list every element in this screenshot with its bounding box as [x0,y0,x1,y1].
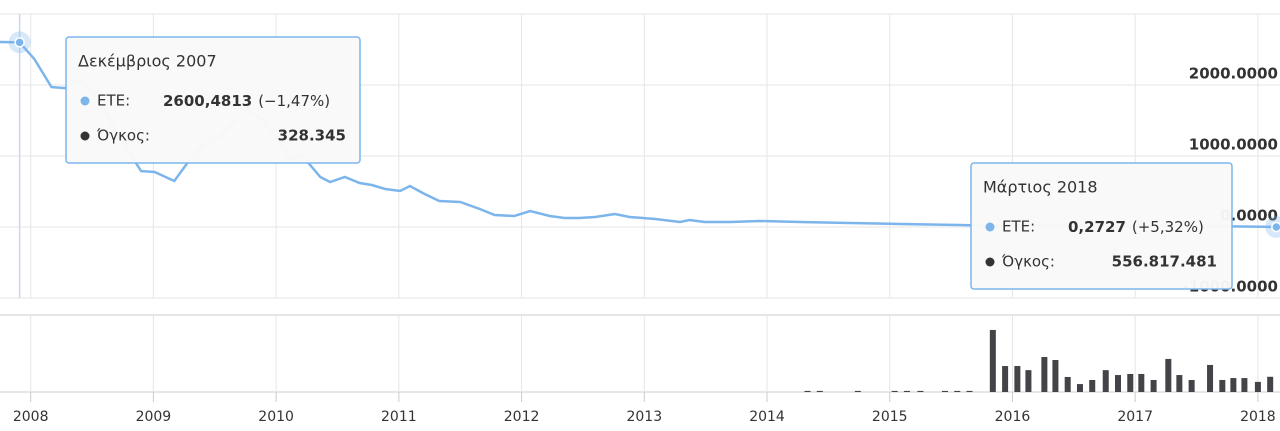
volume-bar [1076,384,1083,392]
volume-bar [1025,370,1032,392]
volume-bar [1219,379,1226,392]
volume-bar [1052,360,1059,392]
hover-point [14,37,25,48]
x-tick-label: 2010 [258,409,294,425]
volume-bar [954,390,961,392]
hover-point [1271,221,1280,233]
tooltip-box [65,36,361,164]
tooltip-value-number: 0,2727 [1068,218,1126,236]
tooltip-label: ETE: [1002,218,1035,236]
volume-bar [1188,379,1195,392]
volume-bar [903,390,910,392]
volume-bar [1002,366,1009,392]
tooltip-dot [80,96,90,106]
volume-bar [1254,381,1261,392]
tooltip: Μάρτιος 2018 ETE: 0,2727 (+5,32%) Όγκος: 556.… [970,162,1233,290]
tooltip-change: (+5,32%) [1132,218,1204,236]
price-line [0,40,1277,229]
volume-bar [854,390,861,392]
volume-bar [1150,379,1157,392]
volume-bar [891,390,898,392]
x-tick-label: 2015 [872,409,908,425]
volume-bar [1102,370,1109,392]
volume-bar [1041,357,1048,392]
tooltip-label: Όγκος: [96,127,150,145]
tooltip-value: 0,2727 (+5,32%) [1068,218,1204,236]
volume-bar [804,390,811,392]
tooltip-value: 328.345 [278,127,346,145]
x-tick-label: 2018 [1240,409,1276,425]
volume-bar [989,329,996,392]
volume-bar [1165,358,1172,392]
volume-bar [1064,376,1071,392]
tooltip-title: Μάρτιος 2018 [983,178,1098,197]
x-tick-label: 2011 [381,409,417,425]
tooltip-dot [985,257,995,267]
volume-bar [966,390,973,392]
tooltip-label: ETE: [97,92,130,110]
tooltip-box [970,162,1233,290]
x-tick-label: 2013 [626,409,662,425]
tooltip-change: (−1,47%) [258,92,330,110]
tooltip-value-number: 2600,4813 [163,92,252,110]
volume-bar [1127,373,1134,392]
x-tick-label: 2009 [136,409,172,425]
tooltip: Δεκέμβριος 2007 ETE: 2600,4813 (−1,47%) Όγκο… [65,36,361,164]
y-tick-label: 2000.0000 [1189,65,1278,83]
x-tick-label: 2008 [13,409,49,425]
x-tick-label: 2017 [1117,409,1153,425]
tooltip-value: 2600,4813 (−1,47%) [163,92,330,110]
volume-bar [1241,378,1248,392]
volume-bar [1207,364,1214,392]
tooltip-dot [80,131,90,141]
volume-bar [1014,366,1021,392]
volume-bar [1230,378,1237,392]
volume-bar [1138,373,1145,392]
volume-bar [917,390,924,392]
volume-bar [1115,375,1122,392]
tooltip-value: 556.817.481 [1112,253,1217,271]
volume-bar [1267,376,1274,392]
volume-bar [1089,379,1096,392]
tooltip-label: Όγκος: [1001,253,1055,271]
tooltip-title: Δεκέμβριος 2007 [78,52,217,71]
volume-bar [941,390,948,392]
y-tick-label: 0.0000 [1220,207,1278,225]
volume-bar [816,390,823,392]
volume-bar [1176,375,1183,392]
x-tick-label: 2014 [749,409,785,425]
y-tick-label: 1000.0000 [1189,136,1278,154]
x-tick-label: 2016 [995,409,1031,425]
tooltip-dot [985,222,995,232]
x-tick-label: 2012 [504,409,540,425]
